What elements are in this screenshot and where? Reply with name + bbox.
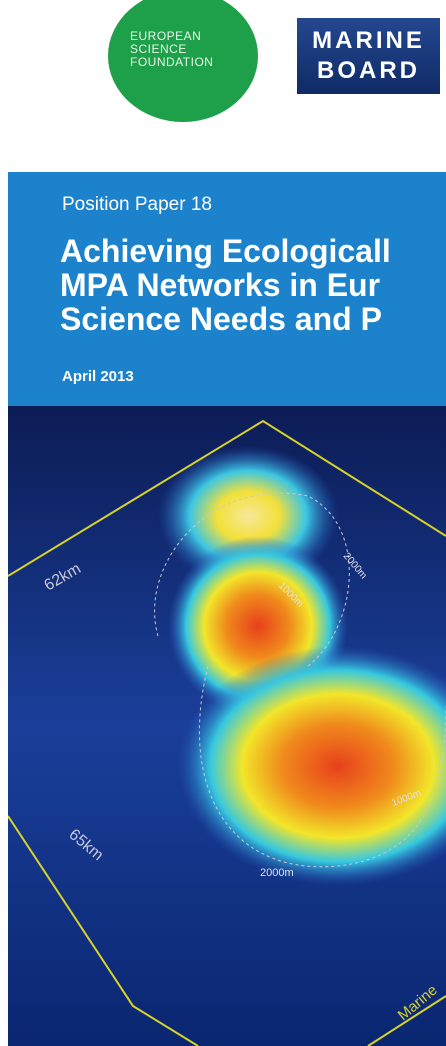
- title: Achieving Ecologicall MPA Networks in Eu…: [60, 234, 391, 336]
- page: EUROPEAN SCIENCE FOUNDATION MARINE BOARD…: [0, 0, 446, 1046]
- logo-line: MARINE: [297, 26, 440, 56]
- date: April 2013: [62, 368, 134, 385]
- title-band: Position Paper 18 Achieving Ecologicall …: [8, 172, 446, 406]
- title-line: Science Needs and P: [60, 302, 391, 336]
- logo-line: BOARD: [297, 56, 440, 86]
- bathymetry-image: 62km 65km 2000m 1000m 2000m 1000m Marine: [8, 406, 446, 1046]
- title-line: MPA Networks in Eur: [60, 268, 391, 302]
- title-line: Achieving Ecologicall: [60, 234, 391, 268]
- logo-line: FOUNDATION: [130, 56, 213, 69]
- esf-logo-text: EUROPEAN SCIENCE FOUNDATION: [130, 30, 213, 69]
- marine-board-logo: MARINE BOARD: [297, 18, 440, 94]
- map-label: 2000m: [260, 867, 294, 879]
- series-label: Position Paper 18: [62, 194, 212, 216]
